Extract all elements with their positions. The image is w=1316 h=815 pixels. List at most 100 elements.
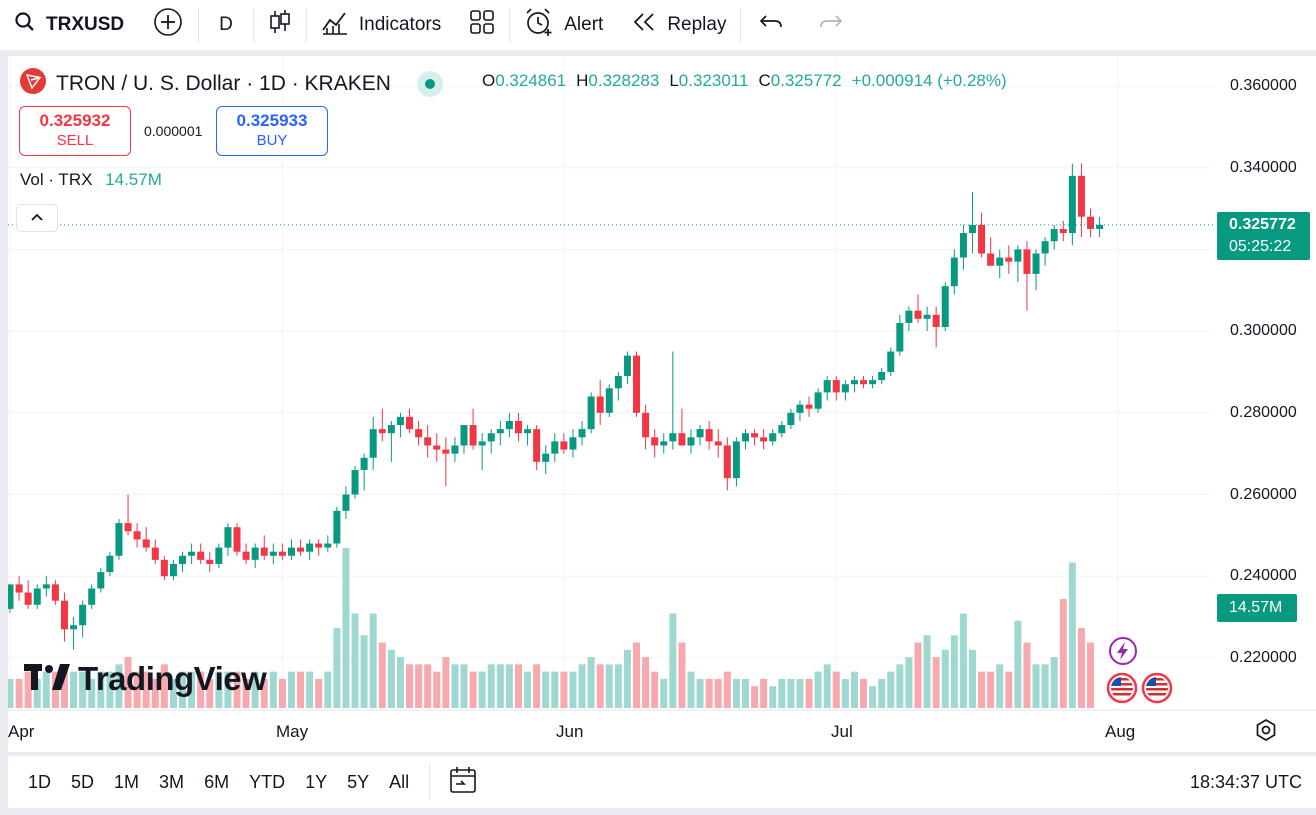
candle-body [814, 392, 822, 409]
replay-button[interactable]: Replay [617, 0, 740, 50]
symbol-title[interactable]: TRON / U. S. Dollar · 1D · KRAKEN [56, 72, 391, 95]
volume-bar [306, 671, 314, 708]
volume-bar [142, 671, 150, 708]
candle-body [596, 396, 604, 413]
candle-body [124, 523, 132, 532]
volume-bar [714, 678, 722, 708]
undo-button[interactable] [741, 0, 803, 50]
candle-body [269, 551, 277, 556]
candlestick-chart[interactable] [8, 56, 1316, 752]
candle-body [959, 233, 967, 258]
compare-button[interactable] [138, 0, 198, 50]
candle-body [79, 604, 87, 626]
candle-body [133, 531, 141, 540]
candles-icon [268, 9, 292, 41]
volume-bar [451, 664, 459, 708]
candle-body [623, 355, 631, 377]
candle-body [560, 441, 568, 450]
candle-body [850, 380, 858, 385]
range-ytd-button[interactable]: YTD [249, 771, 286, 792]
volume-label[interactable]: Vol · TRX [20, 170, 93, 189]
volume-legend: Vol · TRX 14.57M [20, 170, 162, 190]
volume-bar [460, 664, 468, 708]
interval-button[interactable]: D [199, 0, 253, 50]
chart-settings-button[interactable] [1254, 718, 1278, 747]
candle-body [151, 547, 159, 560]
candle-body [524, 429, 532, 434]
range-1m-button[interactable]: 1M [114, 771, 140, 792]
divider [740, 8, 742, 42]
go-to-date-button[interactable] [440, 765, 486, 800]
volume-bar [278, 678, 286, 708]
volume-bar [723, 671, 731, 708]
chart-panel[interactable]: TRON / U. S. Dollar · 1D · KRAKEN O0.324… [8, 56, 1316, 752]
candle-body [987, 253, 995, 266]
volume-bar [987, 671, 995, 708]
chevron-up-icon [30, 209, 44, 226]
collapse-legend-button[interactable] [16, 204, 58, 232]
candle-body [1096, 224, 1104, 229]
range-5d-button[interactable]: 5D [71, 771, 95, 792]
candle-body [787, 412, 795, 426]
candle-body [42, 584, 50, 589]
candle-body [1050, 228, 1058, 242]
range-3m-button[interactable]: 3M [159, 771, 185, 792]
candle-body [614, 376, 622, 389]
volume-bar [578, 664, 586, 708]
volume-bar [850, 671, 858, 708]
candle-body [106, 555, 114, 573]
y-tick-label: 0.300000 [1230, 322, 1297, 339]
redo-button[interactable] [803, 0, 857, 50]
ohlc-low: L0.323011 [669, 71, 749, 90]
alert-label: Alert [564, 14, 604, 35]
volume-value: 14.57M [105, 170, 162, 189]
range-5y-button[interactable]: 5Y [347, 771, 370, 792]
volume-bar [469, 671, 477, 708]
y-tick-label: 0.220000 [1230, 649, 1297, 666]
layouts-button[interactable] [455, 0, 509, 50]
volume-bar [796, 678, 804, 708]
x-tick-label: Apr [8, 722, 35, 741]
candle-body [451, 445, 459, 454]
candle-body [578, 429, 586, 438]
buy-button[interactable]: 0.325933 BUY [216, 106, 328, 156]
volume-bar [651, 671, 659, 708]
volume-bar [115, 664, 123, 708]
candle-body [878, 371, 886, 381]
us-event-marker[interactable] [1106, 672, 1138, 709]
chart-type-button[interactable] [254, 0, 306, 50]
volume-bar [24, 671, 32, 708]
volume-bar [705, 678, 713, 708]
candle-body [342, 494, 350, 511]
us-event-marker[interactable] [1141, 672, 1173, 709]
symbol-search[interactable]: TRXUSD [0, 0, 138, 50]
range-1y-button[interactable]: 1Y [305, 771, 328, 792]
candle-body [15, 584, 23, 593]
candle-body [215, 547, 223, 564]
range-1d-button[interactable]: 1D [28, 771, 52, 792]
candle-body [569, 437, 577, 450]
alarm-clock-icon [524, 7, 554, 43]
volume-bar [333, 628, 341, 708]
candle-body [896, 322, 904, 352]
alert-button[interactable]: Alert [510, 0, 617, 50]
candle-body [70, 625, 78, 630]
volume-bar [687, 671, 695, 708]
sell-button[interactable]: 0.325932 SELL [19, 106, 131, 156]
range-all-button[interactable]: All [389, 771, 410, 792]
indicators-button[interactable]: Indicators [307, 0, 455, 50]
volume-bar [224, 671, 232, 708]
volume-bar [696, 678, 704, 708]
y-tick-label: 0.280000 [1230, 404, 1297, 421]
event-marker-button[interactable] [1108, 636, 1138, 671]
volume-bar [660, 678, 668, 708]
candle-body [905, 310, 913, 323]
range-6m-button[interactable]: 6M [204, 771, 230, 792]
clock-timezone[interactable]: 18:34:37 UTC [1189, 771, 1302, 792]
volume-bar [914, 642, 922, 708]
candle-body [142, 539, 150, 548]
volume-bar [605, 664, 613, 708]
volume-bar [1059, 598, 1067, 708]
candle-body [605, 388, 613, 413]
candle-body [914, 310, 922, 319]
